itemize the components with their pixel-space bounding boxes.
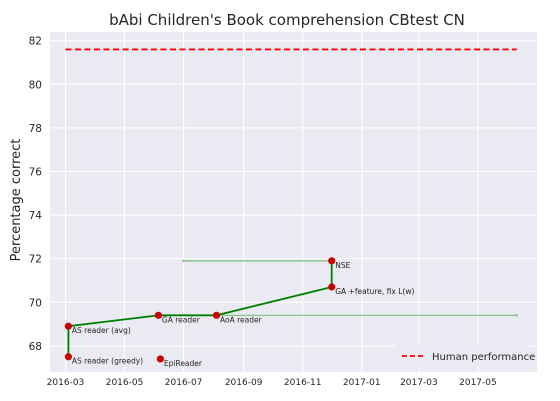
y-tick-label: 78 [29,123,42,135]
y-tick-label: 76 [29,166,43,178]
range-line-end [182,259,185,263]
x-tick-label: 2016-07 [165,378,203,388]
range-line-end [515,314,518,317]
x-tick-label: 2017-05 [459,378,497,388]
x-tick-label: 2016-05 [106,378,144,388]
chart-title: bAbi Children's Book comprehension CBtes… [109,11,465,29]
y-axis-label: Percentage correct [9,139,24,262]
y-tick-label: 74 [29,210,43,222]
legend-box [395,345,530,367]
y-tick-label: 68 [29,341,42,353]
point-nse [328,257,336,265]
plot-area [50,32,537,372]
point-ga-reader [154,311,163,319]
point-label-ga-reader: GA reader [162,315,201,324]
x-tick-label: 2016-11 [284,378,322,388]
y-tick-label: 72 [29,254,42,266]
frontier-polyline [67,260,333,357]
point-label-as-reader-greedy: AS reader (greedy) [72,357,143,366]
x-axis-ticks: 2016-03 2016-05 2016-07 2016-09 2016-11 2017-… [47,378,497,388]
point-label-nse: NSE [335,261,350,270]
legend-label-human-performance: Human performance [432,352,535,363]
frontier-line [67,260,333,357]
y-axis-ticks: 68 70 72 74 76 78 80 82 [29,36,43,353]
y-tick-label: 82 [29,36,42,48]
point-epireader [156,355,164,363]
point-as-reader-avg [64,322,72,330]
legend: Human performance [395,345,535,367]
y-tick-label: 70 [29,297,42,309]
x-tick-label: 2017-03 [400,378,438,388]
x-tick-label: 2017-01 [343,378,381,388]
point-label-as-reader-avg: AS reader (avg) [72,326,131,335]
point-label-epireader: EpiReader [164,359,203,368]
x-tick-label: 2016-09 [225,378,263,388]
point-as-reader-greedy [64,353,72,361]
y-tick-label: 80 [29,79,42,91]
data-points: AS reader (greedy) AS reader (avg) EpiRead… [64,257,414,368]
point-label-ga-feature-fix-l-w: GA +feature, fix L(w) [335,287,414,296]
point-aoa-reader [212,311,221,319]
x-tick-label: 2016-03 [47,378,85,388]
point-ga-feature-fix-l-w [328,283,336,291]
point-label-aoa-reader: AoA reader [220,315,263,324]
